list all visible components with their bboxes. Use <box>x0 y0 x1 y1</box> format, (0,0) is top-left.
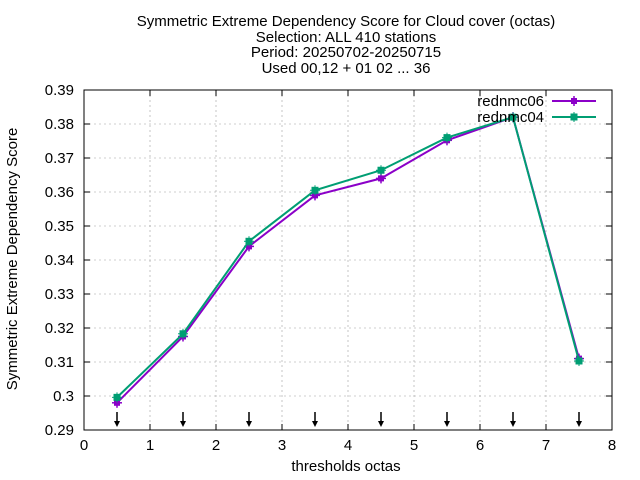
x-tick-label: 0 <box>80 437 88 454</box>
x-tick-label: 2 <box>212 437 220 454</box>
series-line-rednmc04 <box>116 115 580 399</box>
y-axis-label: Symmetric Extreme Dependency Score <box>4 128 21 391</box>
data-point <box>376 165 386 176</box>
series-group <box>112 112 584 408</box>
threshold-arrow-head <box>180 421 186 427</box>
y-tick-label: 0.29 <box>45 422 74 439</box>
data-point <box>569 96 579 106</box>
data-point <box>310 185 320 196</box>
x-tick-label: 8 <box>608 437 616 454</box>
series-rednmc04 <box>112 112 584 403</box>
y-tick-label: 0.31 <box>45 354 74 371</box>
threshold-arrow-head <box>312 421 318 427</box>
title-line-4: Used 00,12 + 01 02 ... 36 <box>262 60 431 77</box>
title-line-2: Selection: ALL 410 stations <box>256 29 436 46</box>
data-point <box>442 132 452 143</box>
grid <box>84 90 612 430</box>
y-tick-label: 0.3 <box>53 388 74 405</box>
threshold-arrow-head <box>378 421 384 427</box>
y-tick-label: 0.36 <box>45 184 74 201</box>
x-tick-label: 5 <box>410 437 418 454</box>
threshold-arrow-head <box>246 421 252 427</box>
legend-label: rednmc04 <box>477 109 544 126</box>
title-line-3: Period: 20250702-20250715 <box>251 44 441 61</box>
x-tick-label: 1 <box>146 437 154 454</box>
legend-label: rednmc06 <box>477 93 544 110</box>
data-point <box>244 236 254 247</box>
y-tick-label: 0.37 <box>45 150 74 167</box>
x-tick-label: 4 <box>344 437 352 454</box>
threshold-arrow-head <box>444 421 450 427</box>
threshold-markers <box>114 412 582 427</box>
y-tick-label: 0.34 <box>45 252 74 269</box>
data-point <box>112 392 122 403</box>
threshold-arrow-head <box>576 421 582 427</box>
data-point <box>574 355 584 366</box>
y-tick-label: 0.35 <box>45 218 74 235</box>
y-tick-label: 0.39 <box>45 82 74 99</box>
y-tick-label: 0.33 <box>45 286 74 303</box>
x-axis-label: thresholds octas <box>291 458 400 475</box>
legend-item-rednmc04: rednmc04 <box>477 109 596 126</box>
y-tick-label: 0.32 <box>45 320 74 337</box>
threshold-arrow-head <box>114 421 120 427</box>
title-line-1: Symmetric Extreme Dependency Score for C… <box>137 13 555 30</box>
legend-item-rednmc06: rednmc06 <box>477 93 596 110</box>
x-tick-label: 6 <box>476 437 484 454</box>
x-tick-label: 3 <box>278 437 286 454</box>
x-tick-label: 7 <box>542 437 550 454</box>
y-tick-label: 0.38 <box>45 116 74 133</box>
threshold-arrow-head <box>510 421 516 427</box>
data-point <box>508 112 518 123</box>
data-point <box>178 328 188 339</box>
axis-ticks: 0 1 2 3 4 5 6 7 8 0.29 0.3 0.31 0.32 0.33 0.34 0.35 0.36… <box>45 82 616 454</box>
chart-title: Symmetric Extreme Dependency Score for C… <box>137 13 555 77</box>
data-point <box>569 112 579 122</box>
